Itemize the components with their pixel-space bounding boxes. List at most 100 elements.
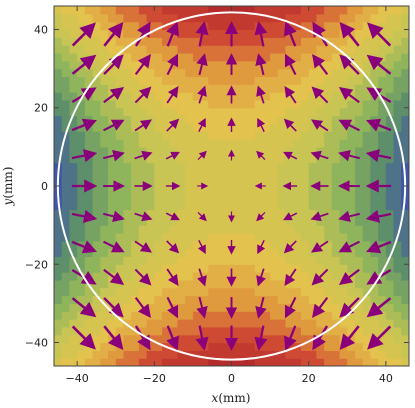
heatmap-cell	[146, 193, 155, 203]
heatmap-cell	[316, 186, 325, 195]
heatmap-cell	[69, 225, 78, 234]
heatmap-cell	[192, 170, 202, 179]
heatmap-cell	[277, 295, 287, 304]
heatmap-cell	[339, 13, 348, 23]
heatmap-cell	[393, 146, 402, 156]
heatmap-cell	[192, 201, 202, 211]
heatmap-cell	[54, 217, 63, 226]
heatmap-cell	[61, 201, 71, 211]
heatmap-cell	[331, 209, 341, 218]
heatmap-cell	[185, 193, 194, 203]
heatmap-cell	[316, 68, 325, 78]
heatmap-cell	[331, 115, 341, 124]
heatmap-cell	[246, 272, 256, 281]
heatmap-cell	[69, 84, 78, 93]
heatmap-cell	[77, 115, 86, 124]
heatmap-cell	[131, 52, 140, 62]
heatmap-cell	[347, 170, 356, 179]
heatmap-cell	[293, 272, 302, 281]
heatmap-cell	[347, 319, 356, 328]
heatmap-cell	[123, 264, 132, 273]
heatmap-cell	[146, 342, 155, 351]
heatmap-cell	[61, 334, 71, 344]
heatmap-cell	[354, 178, 364, 187]
heatmap-cell	[262, 209, 271, 218]
heatmap-cell	[239, 342, 248, 351]
heatmap-cell	[115, 232, 125, 242]
heatmap-cell	[192, 248, 202, 258]
field-arrow	[103, 119, 125, 132]
heatmap-cell	[308, 209, 317, 218]
heatmap-cell	[393, 115, 402, 124]
heatmap-cell	[92, 350, 101, 359]
heatmap-cell	[92, 256, 101, 265]
heatmap-cell	[393, 186, 402, 195]
heatmap-cell	[177, 225, 186, 234]
heatmap-cell	[216, 209, 225, 218]
heatmap-cell	[370, 13, 379, 23]
heatmap-cell	[231, 264, 240, 273]
heatmap-cell	[231, 76, 240, 85]
heatmap-cell	[192, 326, 202, 336]
heatmap-cell	[270, 186, 279, 195]
heatmap-cell	[61, 256, 71, 265]
field-arrow	[103, 86, 125, 104]
heatmap-cell	[331, 256, 341, 265]
heatmap-cell	[385, 319, 395, 328]
heatmap-cell	[108, 342, 117, 351]
heatmap-cell	[84, 107, 94, 117]
heatmap-cell	[277, 287, 287, 297]
heatmap-cell	[354, 92, 364, 101]
heatmap-cell	[285, 287, 294, 297]
heatmap-cell	[108, 256, 117, 265]
heatmap-cell	[123, 146, 132, 156]
heatmap-cell	[270, 21, 279, 31]
heatmap-cell	[138, 358, 148, 366]
heatmap-cell	[154, 76, 163, 85]
heatmap-cell	[154, 319, 163, 328]
heatmap-cell	[100, 193, 109, 203]
heatmap-cell	[200, 232, 209, 242]
heatmap-cell	[208, 6, 217, 15]
heatmap-cell	[123, 92, 132, 101]
heatmap-cell	[123, 279, 132, 289]
heatmap-cell	[316, 178, 325, 187]
heatmap-cell	[192, 319, 202, 328]
heatmap-cell	[216, 303, 225, 312]
heatmap-cell	[231, 326, 240, 336]
heatmap-cell	[61, 21, 71, 31]
heatmap-cell	[169, 287, 179, 297]
heatmap-cell	[185, 186, 194, 195]
heatmap-cell	[254, 6, 263, 15]
heatmap-cell	[262, 60, 271, 70]
heatmap-cell	[277, 217, 287, 226]
heatmap-cell	[385, 358, 395, 366]
heatmap-cell	[154, 209, 163, 218]
heatmap-cell	[100, 225, 109, 234]
heatmap-cell	[54, 334, 63, 344]
heatmap-cell	[131, 225, 140, 234]
heatmap-cell	[216, 240, 225, 250]
field-arrow	[284, 325, 297, 351]
heatmap-cell	[92, 186, 101, 195]
heatmap-cell	[324, 248, 333, 258]
heatmap-cell	[385, 326, 395, 336]
heatmap-cell	[154, 342, 163, 351]
heatmap-cell	[324, 287, 333, 297]
heatmap-cell	[154, 107, 163, 117]
heatmap-cell	[231, 162, 240, 171]
heatmap-cell	[393, 248, 402, 258]
field-arrow	[257, 240, 266, 255]
heatmap-cell	[378, 248, 387, 258]
heatmap-cell	[146, 92, 155, 101]
heatmap-cell	[154, 68, 163, 78]
heatmap-cell	[192, 131, 202, 140]
heatmap-cell	[362, 193, 372, 203]
heatmap-cell	[362, 170, 372, 179]
heatmap-cell	[246, 13, 256, 23]
heatmap-cell	[354, 162, 364, 171]
heatmap-cell	[154, 279, 163, 289]
heatmap-cell	[185, 84, 194, 93]
heatmap-cell	[354, 13, 364, 23]
